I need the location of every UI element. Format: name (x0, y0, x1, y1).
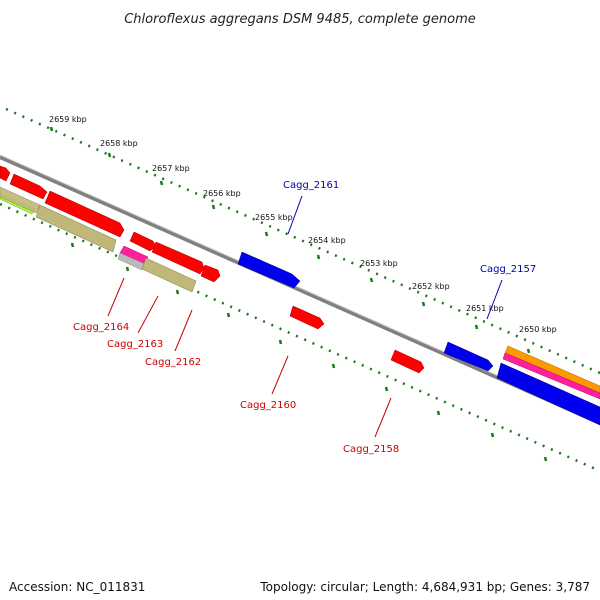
leader-line (271, 355, 289, 395)
forward-strand-features (237, 251, 600, 426)
leader-line (107, 277, 125, 317)
ruler-label: 2655 kbp (255, 213, 293, 222)
major-tick (384, 386, 389, 392)
major-tick (211, 204, 216, 210)
leader-line (374, 397, 392, 438)
feature-olive (141, 257, 197, 293)
feature-blue (443, 341, 494, 372)
major-ticks (49, 126, 548, 462)
major-tick (331, 363, 336, 369)
feature-orange (504, 345, 600, 394)
reverse-strand-features (0, 165, 425, 374)
major-tick (436, 410, 441, 416)
gene-label-forward: Cagg_2161 (283, 180, 339, 191)
topology-text: Topology: circular; Length: 4,684,931 bp… (260, 580, 590, 594)
feature-olive (0, 186, 41, 214)
gene-labels: Cagg_2161 Cagg_2157 Cagg_2164 Cagg_2163 … (73, 180, 536, 455)
feature-gray (117, 252, 146, 271)
feature-red (44, 190, 125, 238)
ruler-label: 2653 kbp (360, 259, 398, 268)
inner-tick-ring (0, 202, 600, 473)
feature-olive (35, 204, 117, 253)
feature-red (9, 173, 48, 200)
feature-blue (496, 362, 600, 426)
ruler-label: 2651 kbp (466, 304, 504, 313)
feature-red (129, 231, 157, 252)
major-tick (159, 180, 164, 186)
major-tick (175, 289, 180, 295)
leader-line (486, 279, 503, 320)
feature-red (151, 241, 205, 275)
label-leaders (107, 195, 503, 438)
major-tick (125, 266, 130, 272)
major-tick (49, 126, 54, 132)
ruler-label: 2650 kbp (519, 325, 557, 334)
feature-red (200, 264, 221, 283)
ruler-label: 2652 kbp (412, 282, 450, 291)
major-tick (543, 456, 548, 462)
major-tick (526, 348, 531, 354)
major-tick (474, 324, 479, 330)
gene-label-reverse: Cagg_2162 (145, 357, 201, 368)
ruler-label: 2654 kbp (308, 236, 346, 245)
major-tick (70, 242, 75, 248)
gene-label-reverse: Cagg_2160 (240, 400, 296, 411)
feature-pink (502, 352, 600, 400)
gene-label-forward: Cagg_2157 (480, 264, 536, 275)
major-tick (369, 277, 374, 283)
ruler-label: 2657 kbp (152, 164, 190, 173)
ruler-labels: 2659 kbp 2658 kbp 2657 kbp 2656 kbp 2655… (49, 115, 557, 334)
major-tick (226, 312, 231, 318)
gene-label-reverse: Cagg_2158 (343, 444, 399, 455)
ruler-label: 2658 kbp (100, 139, 138, 148)
major-tick (264, 231, 269, 237)
feature-red (289, 305, 325, 330)
major-tick (316, 254, 321, 260)
leader-line (137, 295, 159, 334)
major-tick (107, 152, 112, 158)
gene-label-reverse: Cagg_2164 (73, 322, 129, 333)
major-tick (490, 432, 495, 438)
leader-line (174, 309, 193, 352)
major-tick (421, 301, 426, 307)
feature-red (390, 349, 425, 374)
leader-line (287, 195, 303, 235)
feature-blue (237, 251, 301, 289)
ruler-label: 2659 kbp (49, 115, 87, 124)
ruler-label: 2656 kbp (203, 189, 241, 198)
outer-tick-ring (5, 107, 600, 375)
gene-label-reverse: Cagg_2163 (107, 339, 163, 350)
major-tick (278, 339, 283, 345)
accession-text: Accession: NC_011831 (9, 580, 146, 594)
map-title: Chloroflexus aggregans DSM 9485, complet… (124, 12, 476, 27)
feature-red (0, 165, 11, 182)
